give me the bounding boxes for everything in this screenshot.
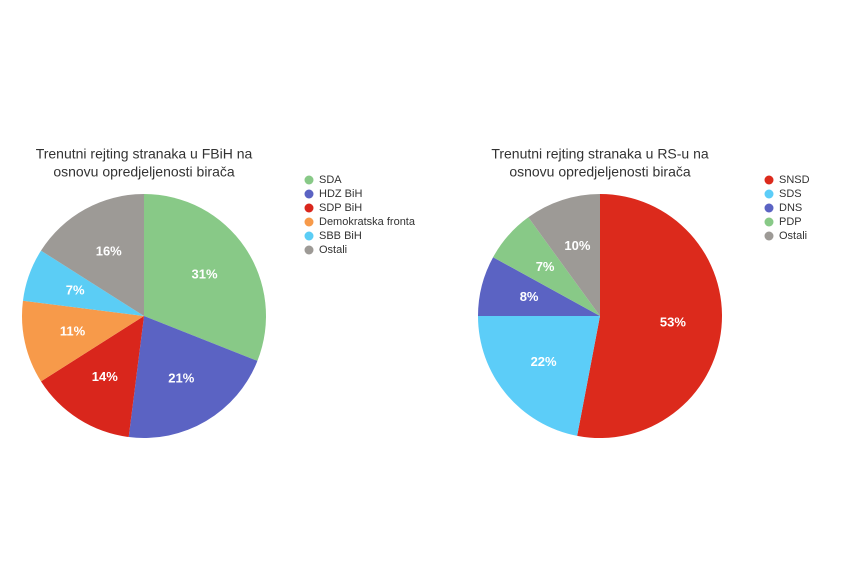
pie-slice (40, 316, 145, 438)
pie-slice (22, 250, 144, 316)
value-label: 11% (60, 323, 86, 338)
legend-swatch (304, 189, 314, 199)
chart-title: Trenutni rejting stranaka u RS-u na (491, 146, 709, 162)
chart-title: osnovu opredjeljenosti birača (509, 164, 691, 180)
value-label: 8% (520, 289, 539, 304)
pie-slice (478, 257, 600, 316)
legend-swatch (304, 217, 314, 227)
value-label: 7% (536, 259, 555, 274)
pie-slice (477, 316, 600, 436)
legend-swatch (764, 175, 774, 185)
chart-title: Trenutni rejting stranaka u FBiH na (36, 146, 253, 162)
value-label: 16% (96, 243, 122, 258)
pie-slice (144, 194, 266, 361)
value-label: 31% (192, 266, 218, 281)
legend-label: PDP (779, 216, 802, 228)
legend-label: SNSD (779, 174, 810, 186)
pie-slice (528, 194, 600, 316)
legend-label: DNS (779, 202, 802, 214)
legend-swatch (304, 175, 314, 185)
pie-slice (493, 217, 600, 316)
legend-label: SDS (779, 188, 802, 200)
legend-label: Ostali (779, 230, 807, 242)
pie-slice (22, 300, 145, 382)
legend-label: SDA (319, 174, 342, 186)
legend-swatch (304, 245, 314, 255)
value-label: 22% (531, 354, 557, 369)
value-label: 21% (168, 370, 194, 385)
legend-label: SBB BiH (319, 230, 362, 242)
legend-swatch (764, 231, 774, 241)
legend-swatch (304, 231, 314, 241)
legend-label: SDP BiH (319, 202, 362, 214)
legend-label: Ostali (319, 244, 347, 256)
pie-slice (40, 194, 145, 316)
legend-label: HDZ BiH (319, 188, 362, 200)
chart-title: osnovu opredjeljenosti birača (53, 164, 235, 180)
value-label: 53% (660, 314, 686, 329)
value-label: 10% (564, 238, 590, 253)
legend-label: Demokratska fronta (319, 216, 416, 228)
legend-swatch (764, 203, 774, 213)
legend-swatch (304, 203, 314, 213)
pie-slice (128, 316, 258, 438)
legend-swatch (764, 189, 774, 199)
pie-slice (577, 194, 722, 439)
legend-swatch (764, 217, 774, 227)
value-label: 14% (92, 369, 118, 384)
value-label: 7% (66, 283, 85, 298)
